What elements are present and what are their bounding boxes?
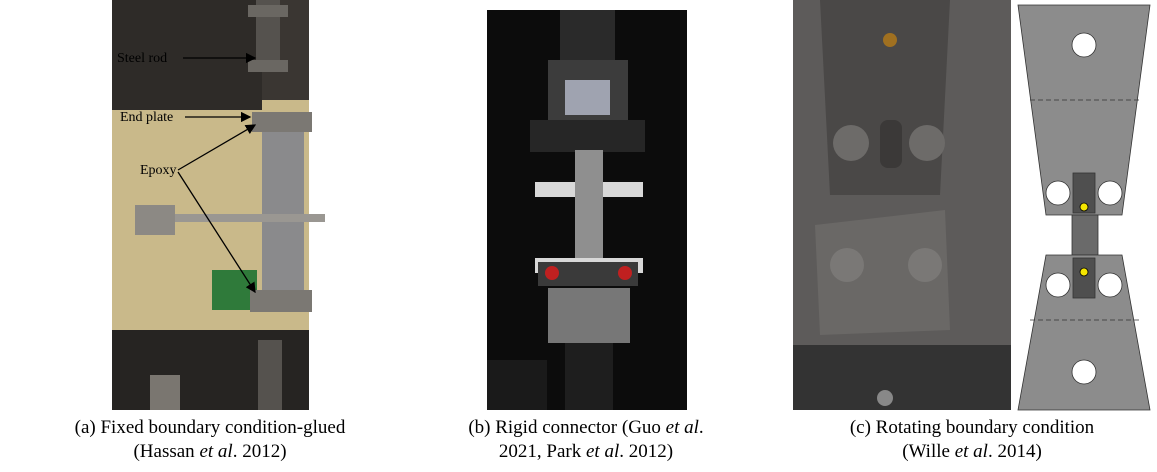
- caption-c: (c) Rotating boundary condition (Wille e…: [822, 416, 1122, 464]
- caption-text: et al: [666, 417, 699, 438]
- annotation: Steel rod: [117, 51, 167, 66]
- diagram-c: [1018, 5, 1150, 410]
- photo-c: [793, 0, 1011, 410]
- figure-images: Steel rod End plate Epoxy: [0, 0, 1157, 415]
- caption-text: 2021, Park: [499, 441, 586, 462]
- figure-page: Steel rod End plate Epoxy: [0, 0, 1157, 472]
- annotation: Epoxy: [140, 163, 177, 178]
- caption-text: (a) Fixed boundary condition-glued: [75, 417, 346, 438]
- caption-text: (b) Rigid connector (Guo: [468, 417, 665, 438]
- caption-text: .: [699, 417, 704, 438]
- caption-text: (Wille: [902, 441, 955, 462]
- caption-text: . 2012): [233, 441, 287, 462]
- caption-text: (Hassan: [133, 441, 199, 462]
- caption-b: (b) Rigid connector (Guo et al. 2021, Pa…: [436, 416, 736, 464]
- caption-text: et al: [955, 441, 988, 462]
- caption-text: . 2012): [619, 441, 673, 462]
- caption-text: (c) Rotating boundary condition: [850, 417, 1094, 438]
- caption-text: . 2014): [988, 441, 1042, 462]
- caption-text: et al: [199, 441, 232, 462]
- annotation: End plate: [120, 110, 173, 125]
- photo-b: [487, 10, 687, 410]
- caption-text: et al: [586, 441, 619, 462]
- caption-a: (a) Fixed boundary condition-glued (Hass…: [60, 416, 360, 464]
